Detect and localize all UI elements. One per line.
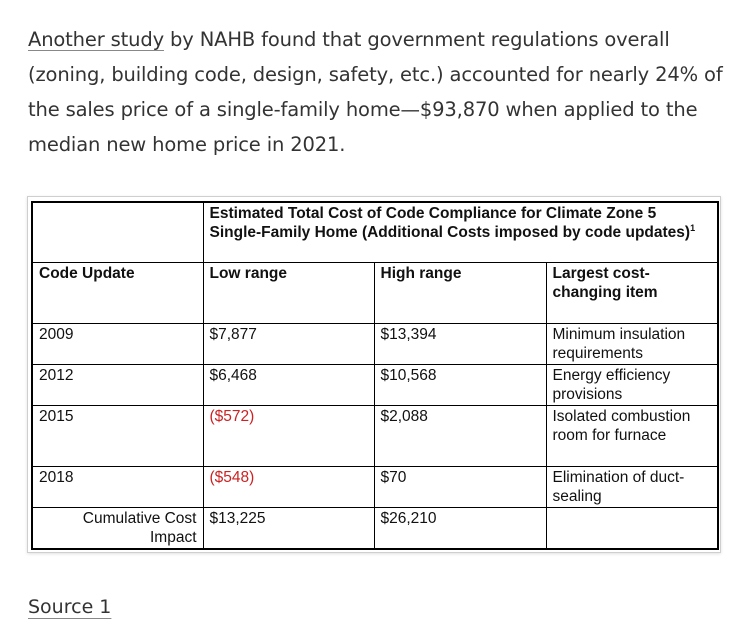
cell-year: 2018 [31,465,204,508]
header-code-update: Code Update [31,261,204,324]
cell-low-negative: ($548) [202,465,375,508]
header-high-range: High range [373,261,547,324]
cell-high: $2,088 [373,404,547,467]
cumulative-label: Cumulative Cost Impact [31,506,204,550]
table-header-row: Code Update Low range High range Largest… [31,261,720,324]
cell-low: $7,877 [202,322,375,365]
table-caption-text: Estimated Total Cost of Code Compliance … [209,205,691,241]
intro-paragraph: Another study by NAHB found that governm… [28,22,728,162]
source-link[interactable]: Source 1 [28,596,112,618]
table-row-2012: 2012 $6,468 $10,568 Energy efficiency pr… [31,363,720,406]
table-caption: Estimated Total Cost of Code Compliance … [202,201,720,263]
cell-year: 2015 [31,404,204,467]
cell-year: 2009 [31,322,204,365]
header-low-range: Low range [202,261,375,324]
code-compliance-cost-table: Estimated Total Cost of Code Compliance … [31,201,720,550]
cell-low-negative: ($572) [202,404,375,467]
table-image-frame: Estimated Total Cost of Code Compliance … [27,196,721,553]
cell-item: Isolated combustion room for furnace [545,404,720,467]
cell-year: 2012 [31,363,204,406]
cell-high: $13,394 [373,322,547,365]
caption-empty-cell [31,201,204,263]
table-row-2009: 2009 $7,877 $13,394 Minimum insulation r… [31,322,720,365]
intro-body-text: by NAHB found that government regulation… [28,28,723,156]
cell-item: Minimum insulation requirements [545,322,720,365]
cell-high: $10,568 [373,363,547,406]
cell-item: Elimination of duct-sealing [545,465,720,508]
cell-low: $6,468 [202,363,375,406]
table-row-2018: 2018 ($548) $70 Elimination of duct-seal… [31,465,720,508]
table-row-2015: 2015 ($572) $2,088 Isolated combustion r… [31,404,720,467]
cumulative-empty-cell [545,506,720,550]
cumulative-low: $13,225 [202,506,375,550]
header-largest-item: Largest cost-changing item [545,261,720,324]
table-caption-row: Estimated Total Cost of Code Compliance … [31,201,720,263]
table-row-cumulative: Cumulative Cost Impact $13,225 $26,210 [31,506,720,550]
cell-high: $70 [373,465,547,508]
cell-item: Energy efficiency provisions [545,363,720,406]
cumulative-high: $26,210 [373,506,547,550]
another-study-link[interactable]: Another study [28,28,164,51]
caption-footnote: 1 [690,223,696,233]
